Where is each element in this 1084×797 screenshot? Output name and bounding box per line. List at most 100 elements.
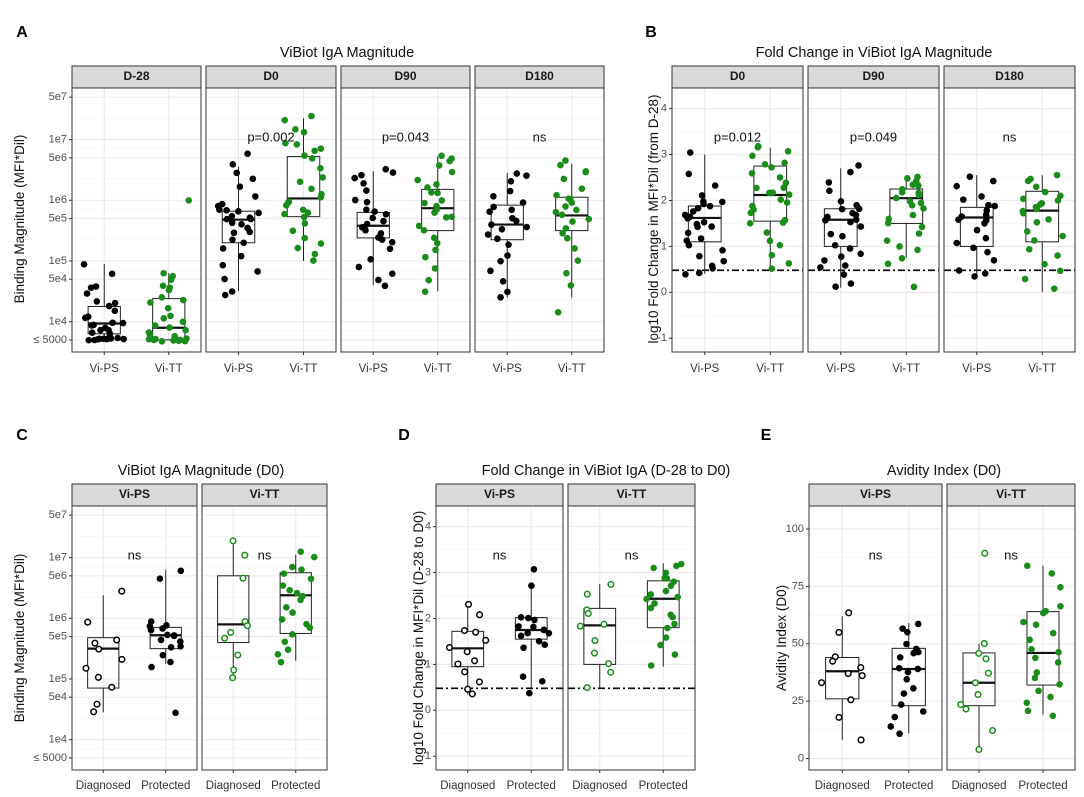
- data-point: [1056, 681, 1063, 688]
- data-point: [749, 152, 756, 160]
- y-tick-label: 5e4: [49, 691, 67, 703]
- plot-area: [72, 88, 201, 352]
- data-point: [156, 575, 164, 582]
- data-point: [1032, 654, 1039, 662]
- data-point: [574, 257, 582, 264]
- data-point: [240, 239, 247, 247]
- data-point: [981, 220, 988, 227]
- data-point: [674, 593, 682, 601]
- data-point: [84, 618, 92, 626]
- data-point: [281, 638, 289, 646]
- group-Vi-TT: Vi-TT: [414, 152, 456, 375]
- x-tick-label: Vi-TT: [892, 363, 920, 375]
- data-point: [241, 551, 249, 559]
- data-point: [1057, 602, 1064, 610]
- data-point: [857, 736, 865, 744]
- panel-letter: D: [398, 427, 410, 444]
- data-point: [170, 632, 178, 639]
- data-point: [433, 239, 441, 247]
- data-point: [160, 315, 168, 322]
- data-point: [719, 198, 726, 206]
- y-tick-label: 3: [661, 148, 667, 160]
- data-point: [607, 668, 615, 676]
- y-tick-label: ≤ 5000: [33, 752, 67, 764]
- data-point: [293, 141, 301, 148]
- data-point: [486, 208, 493, 216]
- data-point: [524, 629, 531, 637]
- data-point: [647, 604, 655, 612]
- data-point: [293, 589, 301, 597]
- y-tick-label: 1e7: [49, 551, 67, 563]
- data-point: [585, 215, 593, 223]
- data-point: [1020, 209, 1027, 217]
- facet-D180: D180 Vi-PS Vi-TT ns: [474, 65, 605, 375]
- group-Vi-TT: Vi-TT: [145, 197, 193, 375]
- data-point: [229, 161, 237, 168]
- data-point: [513, 217, 520, 225]
- data-point: [229, 674, 237, 682]
- data-point: [165, 286, 173, 294]
- data-point: [667, 582, 675, 590]
- data-point: [975, 745, 983, 754]
- data-point: [282, 139, 289, 147]
- data-point: [299, 206, 307, 214]
- data-point: [238, 221, 245, 228]
- data-point: [431, 209, 438, 216]
- data-point: [182, 326, 189, 334]
- data-point: [847, 696, 855, 704]
- data-point: [884, 219, 892, 227]
- facet-border: [71, 87, 202, 353]
- data-point: [973, 226, 981, 234]
- data-point: [519, 673, 527, 680]
- data-point: [228, 219, 236, 227]
- data-point: [684, 215, 692, 222]
- data-point: [108, 683, 116, 691]
- data-point: [274, 651, 282, 658]
- facet-Vi-PS: Vi-PS Diagnosed Protected ns: [808, 483, 943, 792]
- x-tick-label: Vi-PS: [359, 363, 389, 375]
- facet-label: D0: [263, 69, 279, 83]
- x-tick-label: Diagnosed: [572, 780, 627, 792]
- box: [959, 206, 994, 247]
- data-point: [288, 563, 296, 571]
- facet-border: [205, 87, 337, 353]
- data-point: [897, 701, 905, 708]
- facet-border: [201, 505, 328, 771]
- x-tick-label: Diagnosed: [952, 780, 1007, 792]
- group-Vi-PS: Vi-PS: [817, 162, 865, 375]
- data-point: [643, 595, 650, 603]
- data-point: [235, 207, 242, 215]
- data-point: [113, 636, 121, 644]
- y-tick-label: 5e7: [49, 509, 67, 521]
- data-point: [988, 726, 997, 735]
- facet-D90: D90 Vi-PS Vi-TT p=0.049: [807, 65, 940, 375]
- plot-area: [436, 506, 563, 770]
- data-point: [111, 307, 119, 315]
- data-point: [358, 171, 365, 179]
- data-point: [114, 334, 122, 342]
- data-point: [317, 193, 325, 201]
- data-point: [159, 282, 167, 290]
- data-point: [1035, 687, 1042, 695]
- data-point: [515, 623, 522, 630]
- facet-Vi-PS: Vi-PS Diagnosed Protected ns: [435, 483, 564, 792]
- plot-area: [475, 88, 604, 352]
- data-point: [990, 257, 998, 264]
- data-point: [164, 631, 171, 639]
- data-point: [671, 620, 678, 628]
- p-value-label: ns: [493, 548, 507, 563]
- data-point: [246, 228, 254, 236]
- data-point: [145, 336, 153, 343]
- data-point: [369, 214, 377, 222]
- data-point: [487, 267, 494, 275]
- data-point: [105, 302, 113, 310]
- data-point: [914, 246, 921, 254]
- box: [217, 575, 250, 644]
- data-point: [763, 229, 771, 236]
- p-value-label: ns: [128, 548, 142, 563]
- facet-D-28: D-28 Vi-PS Vi-TT: [71, 65, 202, 375]
- data-point: [562, 157, 569, 164]
- data-point: [229, 236, 236, 243]
- data-point: [720, 257, 728, 265]
- data-point: [461, 668, 469, 676]
